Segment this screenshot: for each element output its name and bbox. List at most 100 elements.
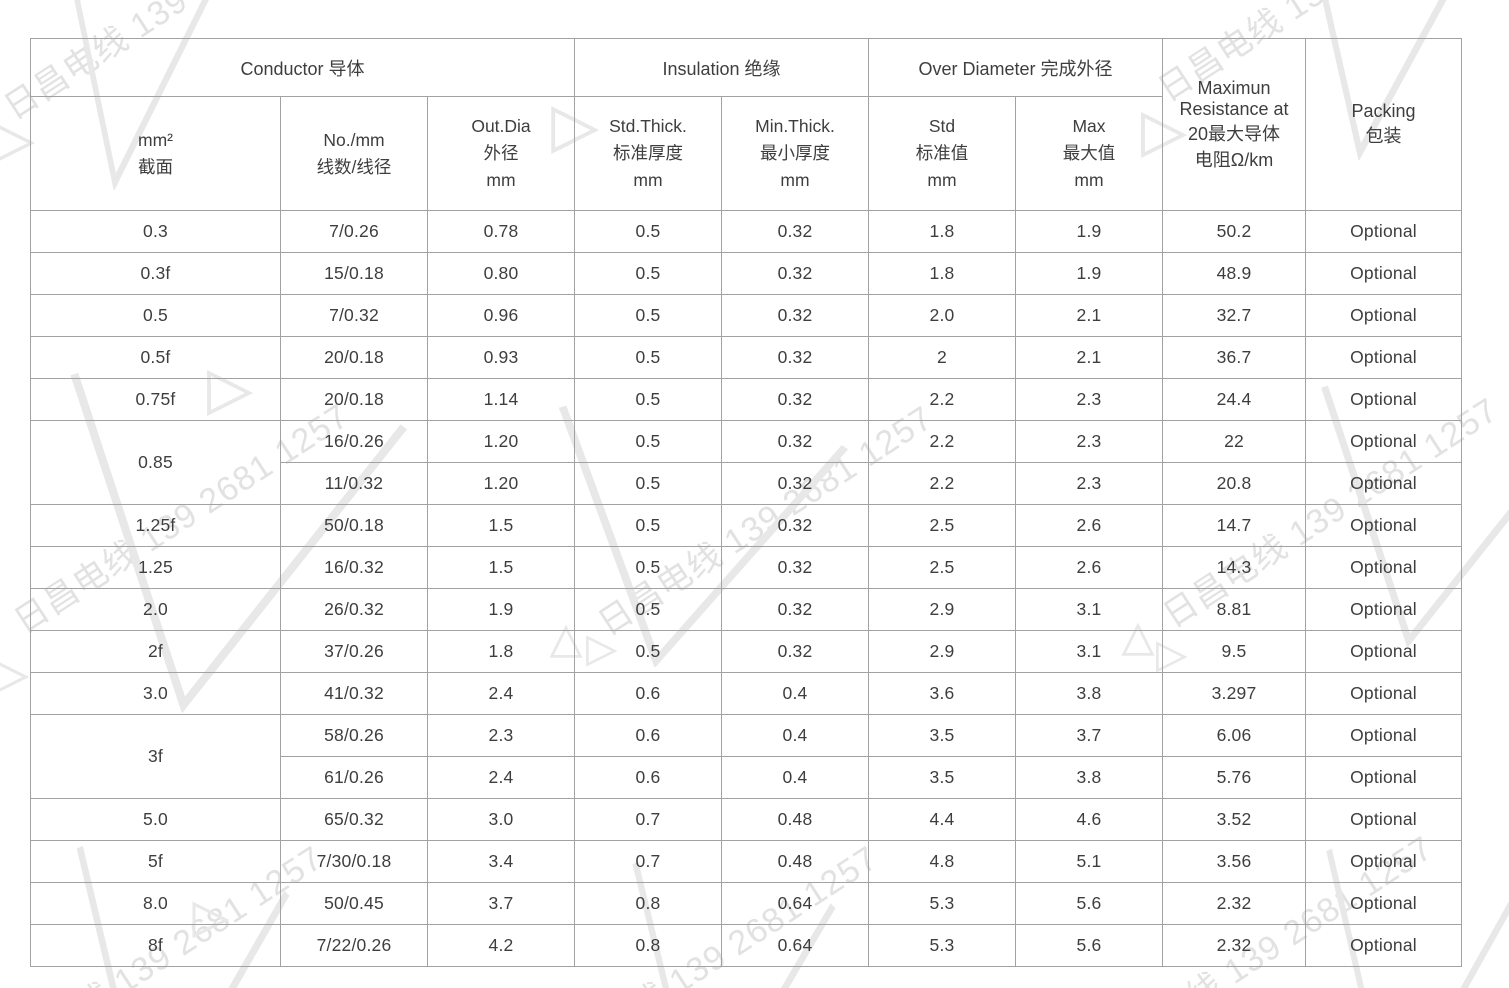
table-row: 0.5f 20/0.18 0.93 0.5 0.32 2 2.1 36.7 Optional (30, 336, 1462, 379)
cell-resistance: 3.297 (1162, 672, 1306, 715)
cell-mm2: 0.3 (30, 210, 281, 253)
table-row: 2.0 26/0.32 1.9 0.5 0.32 2.9 3.1 8.81 Optional (30, 588, 1462, 631)
cell-packing: Optional (1305, 924, 1462, 967)
cell-min-thick: 0.48 (721, 840, 869, 883)
cell-min-thick: 0.32 (721, 504, 869, 547)
cell-resistance: 50.2 (1162, 210, 1306, 253)
cell-no-mm: 20/0.18 (280, 378, 428, 421)
table-row: 0.75f 20/0.18 1.14 0.5 0.32 2.2 2.3 24.4 Optiona… (30, 378, 1462, 421)
cell-od-max: 3.8 (1015, 756, 1163, 799)
cell-no-mm: 50/0.18 (280, 504, 428, 547)
cell-od-max: 1.9 (1015, 210, 1163, 253)
cell-od-std: 2.0 (868, 294, 1016, 337)
cell-mm2: 8f (30, 924, 281, 967)
table-row: 8.0 50/0.45 3.7 0.8 0.64 5.3 5.6 2.32 Optional (30, 882, 1462, 925)
table-row: 0.3 7/0.26 0.78 0.5 0.32 1.8 1.9 50.2 Optional (30, 210, 1462, 253)
cell-resistance: 6.06 (1162, 714, 1306, 757)
cell-out-dia: 0.96 (427, 294, 575, 337)
cell-out-dia: 1.8 (427, 630, 575, 673)
header-group-over-diameter: Over Diameter 完成外径 (868, 38, 1163, 97)
cell-mm2: 0.5f (30, 336, 281, 379)
cell-od-std: 2.5 (868, 504, 1016, 547)
cell-min-thick: 0.32 (721, 462, 869, 505)
cell-no-mm: 16/0.26 (280, 420, 428, 463)
header-out-dia: Out.Dia 外径 mm (427, 96, 575, 211)
cell-resistance: 32.7 (1162, 294, 1306, 337)
table-row: 1.25 16/0.32 1.5 0.5 0.32 2.5 2.6 14.3 Optional (30, 546, 1462, 589)
cell-out-dia: 0.80 (427, 252, 575, 295)
cell-od-std: 3.5 (868, 756, 1016, 799)
cell-mm2: 3f (30, 714, 281, 799)
cell-od-std: 2.9 (868, 630, 1016, 673)
cell-od-max: 2.6 (1015, 546, 1163, 589)
cell-min-thick: 0.32 (721, 294, 869, 337)
cell-std-thick: 0.5 (574, 462, 722, 505)
cell-packing: Optional (1305, 630, 1462, 673)
cell-out-dia: 1.20 (427, 462, 575, 505)
header-od-max: Max 最大值 mm (1015, 96, 1163, 211)
table-row: 8f 7/22/0.26 4.2 0.8 0.64 5.3 5.6 2.32 Optional (30, 924, 1462, 967)
cell-std-thick: 0.7 (574, 798, 722, 841)
cell-out-dia: 2.4 (427, 756, 575, 799)
cell-od-max: 5.6 (1015, 882, 1163, 925)
cell-od-std: 2.2 (868, 378, 1016, 421)
cell-std-thick: 0.5 (574, 294, 722, 337)
cell-resistance: 3.56 (1162, 840, 1306, 883)
cell-packing: Optional (1305, 756, 1462, 799)
cell-od-std: 3.5 (868, 714, 1016, 757)
cell-packing: Optional (1305, 420, 1462, 463)
cell-mm2: 5f (30, 840, 281, 883)
cell-mm2: 1.25 (30, 546, 281, 589)
table-body: 0.3 7/0.26 0.78 0.5 0.32 1.8 1.9 50.2 Optional 0.… (30, 210, 1462, 967)
header-od-std: Std 标准值 mm (868, 96, 1016, 211)
cell-std-thick: 0.7 (574, 840, 722, 883)
cell-no-mm: 41/0.32 (280, 672, 428, 715)
cell-mm2: 1.25f (30, 504, 281, 547)
cell-od-max: 2.1 (1015, 294, 1163, 337)
cell-min-thick: 0.32 (721, 210, 869, 253)
cell-mm2: 5.0 (30, 798, 281, 841)
cell-std-thick: 0.5 (574, 210, 722, 253)
cell-min-thick: 0.32 (721, 630, 869, 673)
cell-min-thick: 0.64 (721, 882, 869, 925)
cell-std-thick: 0.5 (574, 546, 722, 589)
table-row: 2f 37/0.26 1.8 0.5 0.32 2.9 3.1 9.5 Optional (30, 630, 1462, 673)
cell-min-thick: 0.32 (721, 336, 869, 379)
header-resistance: Maximun Resistance at 20最大导体 电阻Ω/km (1162, 38, 1306, 211)
cell-out-dia: 4.2 (427, 924, 575, 967)
cell-out-dia: 2.3 (427, 714, 575, 757)
cell-resistance: 2.32 (1162, 882, 1306, 925)
table-row: 5.0 65/0.32 3.0 0.7 0.48 4.4 4.6 3.52 Optional (30, 798, 1462, 841)
header-packing: Packing 包装 (1305, 38, 1462, 211)
cell-min-thick: 0.32 (721, 420, 869, 463)
cell-od-max: 4.6 (1015, 798, 1163, 841)
cell-no-mm: 20/0.18 (280, 336, 428, 379)
cell-min-thick: 0.4 (721, 672, 869, 715)
cell-resistance: 14.7 (1162, 504, 1306, 547)
cell-packing: Optional (1305, 798, 1462, 841)
cell-mm2: 0.5 (30, 294, 281, 337)
cell-od-max: 3.1 (1015, 588, 1163, 631)
cell-resistance: 9.5 (1162, 630, 1306, 673)
cell-mm2: 2.0 (30, 588, 281, 631)
cell-out-dia: 0.78 (427, 210, 575, 253)
cell-std-thick: 0.5 (574, 378, 722, 421)
cell-packing: Optional (1305, 210, 1462, 253)
cell-no-mm: 7/0.32 (280, 294, 428, 337)
cell-min-thick: 0.32 (721, 588, 869, 631)
header-std-thick: Std.Thick. 标准厚度 mm (574, 96, 722, 211)
cell-packing: Optional (1305, 588, 1462, 631)
cell-resistance: 2.32 (1162, 924, 1306, 967)
cell-od-max: 2.1 (1015, 336, 1163, 379)
cell-od-std: 2.2 (868, 462, 1016, 505)
triangle-right-icon (0, 125, 36, 161)
table-row: 0.85 16/0.26 1.20 0.5 0.32 2.2 2.3 22 Optional (30, 420, 1462, 505)
cell-od-max: 5.6 (1015, 924, 1163, 967)
cell-od-max: 2.3 (1015, 378, 1163, 421)
cell-od-std: 2.2 (868, 420, 1016, 463)
table-row: 3f 58/0.26 2.3 0.6 0.4 3.5 3.7 6.06 Optional (30, 714, 1462, 799)
cell-no-mm: 58/0.26 (280, 714, 428, 757)
cell-std-thick: 0.5 (574, 504, 722, 547)
table-row: 5f 7/30/0.18 3.4 0.7 0.48 4.8 5.1 3.56 Optional (30, 840, 1462, 883)
triangle-right-icon (0, 662, 30, 692)
